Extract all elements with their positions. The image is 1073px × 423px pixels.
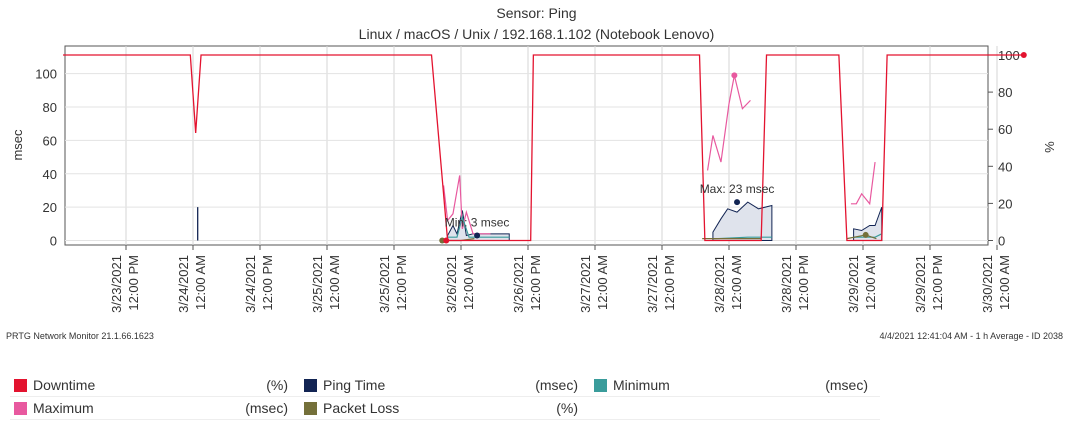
x-tick-label-date: 3/30/2021: [980, 255, 995, 313]
footer-version: PRTG Network Monitor 21.1.66.1623: [6, 331, 154, 341]
x-tick-label-date: 3/26/2021: [444, 255, 459, 313]
y-left-tick-label: 0: [50, 234, 57, 249]
min-max-marker: [474, 232, 481, 239]
y-left-tick-label: 20: [43, 200, 57, 215]
legend-item-minimum[interactable]: Minimum (msec): [590, 374, 880, 396]
x-tick-label-date: 3/28/2021: [712, 255, 727, 313]
ping-chart: 3/23/2021 12:00 PM 3/24/2021 12:00 AM 3/24/2…: [10, 45, 1057, 313]
x-tick-label-date: 3/28/2021: [779, 255, 794, 313]
plot-area: [64, 45, 989, 246]
series-marker: [862, 231, 869, 238]
legend-swatch: [304, 401, 317, 415]
x-tick-label-date: 3/23/2021: [109, 255, 124, 313]
chart-title: Sensor: Ping: [496, 5, 577, 21]
x-tick-label-time: 12:00 AM: [595, 255, 610, 310]
downtime-line: [63, 54, 1024, 242]
y-left-tick-label: 100: [35, 67, 57, 82]
legend-item-ping-time[interactable]: Ping Time (msec): [300, 374, 590, 396]
ping-time-area: [712, 201, 773, 241]
legend-item-downtime[interactable]: Downtime (%): [10, 374, 300, 396]
legend-swatch: [304, 378, 317, 392]
legend-item-maximum[interactable]: Maximum (msec): [10, 397, 300, 419]
x-tick-label-date: 3/26/2021: [511, 255, 526, 313]
x-tick-label-time: 12:00 PM: [930, 255, 945, 311]
legend-unit: (msec): [825, 377, 868, 393]
x-tick-label-time: 12:00 AM: [193, 255, 208, 310]
x-tick-label-date: 3/27/2021: [645, 255, 660, 313]
y-left-axis-title: msec: [10, 129, 25, 161]
x-tick-label-date: 3/25/2021: [310, 255, 325, 313]
x-tick-label-time: 12:00 AM: [863, 255, 878, 310]
x-tick-label-time: 12:00 PM: [796, 255, 811, 311]
legend-unit: (%): [556, 400, 578, 416]
maximum-line: [442, 175, 491, 235]
series-marker: [443, 237, 450, 244]
x-tick-label-date: 3/24/2021: [176, 255, 191, 313]
legend-unit: (msec): [245, 400, 288, 416]
x-tick-label-date: 3/29/2021: [846, 255, 861, 313]
legend: Downtime (%) Ping Time (msec) Minimum (m…: [10, 374, 880, 420]
y-right-tick-label: 20: [998, 196, 1012, 211]
legend-label: Downtime: [33, 377, 96, 393]
x-tick-label-time: 12:00 PM: [126, 255, 141, 311]
legend-item-packet-loss[interactable]: Packet Loss (%): [300, 397, 590, 419]
x-tick-label-time: 12:00 PM: [662, 255, 677, 311]
min-max-marker: [734, 199, 741, 206]
maximum-line: [850, 162, 876, 206]
x-tick-label-time: 12:00 AM: [327, 255, 342, 310]
series-marker: [731, 72, 738, 79]
x-tick-label-date: 3/27/2021: [578, 255, 593, 313]
x-tick-label-time: 12:00 AM: [461, 255, 476, 310]
chart-subtitle: Linux / macOS / Unix / 192.168.1.102 (No…: [358, 26, 715, 42]
legend-unit: (%): [266, 377, 288, 393]
x-tick-label-time: 12:00 PM: [394, 255, 409, 311]
y-right-axis-title: %: [1042, 141, 1057, 153]
legend-row: Maximum (msec) Packet Loss (%): [10, 397, 880, 420]
x-tick-label-time: 12:00 AM: [997, 255, 1012, 310]
x-tick-label-time: 12:00 PM: [260, 255, 275, 311]
legend-swatch: [594, 378, 607, 392]
legend-swatch: [14, 378, 27, 392]
legend-swatch: [14, 401, 27, 415]
y-right-tick-label: 80: [998, 85, 1012, 100]
footer-timestamp: 4/4/2021 12:41:04 AM - 1 h Average - ID …: [879, 331, 1063, 341]
min-max-label: Min: 3 msec: [445, 215, 510, 229]
maximum-line: [706, 75, 751, 171]
series-marker: [1020, 52, 1027, 58]
legend-label: Maximum: [33, 400, 94, 416]
y-right-tick-label: 40: [998, 159, 1012, 174]
x-tick-label-date: 3/24/2021: [243, 255, 258, 313]
y-left-tick-label: 60: [43, 133, 57, 148]
x-tick-label-time: 12:00 PM: [528, 255, 543, 311]
legend-label: Packet Loss: [323, 400, 400, 416]
y-left-tick-label: 80: [43, 100, 57, 115]
minimum-line: [853, 233, 883, 238]
legend-label: Ping Time: [323, 377, 386, 393]
legend-label: Minimum: [613, 377, 670, 393]
y-right-tick-label: 60: [998, 122, 1012, 137]
x-tick-label-time: 12:00 AM: [729, 255, 744, 310]
x-tick-label-date: 3/25/2021: [377, 255, 392, 313]
y-right-tick-label: 0: [998, 234, 1005, 249]
min-max-label: Max: 23 msec: [700, 182, 775, 196]
legend-unit: (msec): [535, 377, 578, 393]
x-tick-label-date: 3/29/2021: [913, 255, 928, 313]
y-left-tick-label: 40: [43, 167, 57, 182]
legend-row: Downtime (%) Ping Time (msec) Minimum (m…: [10, 374, 880, 397]
minimum-line: [447, 215, 510, 238]
